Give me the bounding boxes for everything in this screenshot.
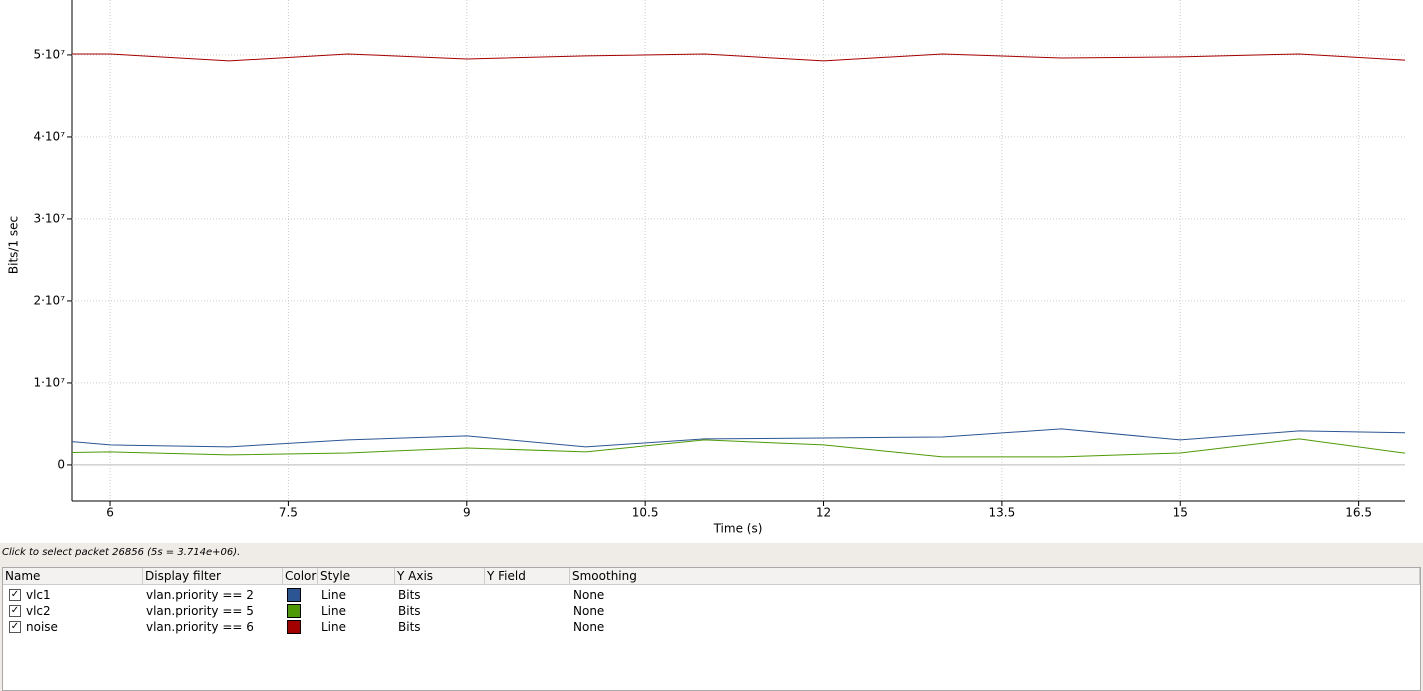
series-line (72, 438, 1405, 458)
display-filter[interactable]: vlan.priority == 6 (146, 620, 254, 634)
x-tick-label: 15 (1173, 506, 1188, 520)
style[interactable]: Line (321, 620, 347, 634)
y-axis-label: Bits/1 sec (7, 216, 21, 274)
display-filter[interactable]: vlan.priority == 5 (146, 604, 254, 618)
series-line (72, 53, 1405, 62)
graph-table: Name Display filter Color Style Y Axis Y Fiel… (2, 567, 1421, 691)
y-tick-label: 3·10⁷ (33, 211, 65, 225)
display-filter[interactable]: vlan.priority == 2 (146, 588, 254, 602)
column-header[interactable]: Y Axis (395, 568, 485, 585)
x-tick-label: 13.5 (989, 506, 1016, 520)
y-tick-label: 5·10⁷ (33, 47, 65, 61)
chart: Bits/1 sec Time (s) 0 1·10⁷ 2·10⁷ 3·10⁷ 4·10… (0, 0, 1423, 543)
column-header[interactable]: Style (318, 568, 395, 585)
smoothing[interactable]: None (573, 620, 605, 634)
x-tick-label: 7.5 (279, 506, 298, 520)
color-swatch[interactable] (287, 620, 301, 634)
checkbox[interactable]: ✓ (9, 589, 21, 601)
column-header[interactable]: Color (283, 568, 318, 585)
y-tick-label: 4·10⁷ (33, 129, 65, 143)
column-header[interactable]: Y Field (485, 568, 570, 585)
y-tick-label: 0 (57, 457, 65, 471)
series-name[interactable]: vlc2 (26, 604, 51, 618)
y-tick-label: 2·10⁷ (33, 293, 65, 307)
x-axis-label: Time (s) (713, 522, 763, 536)
series-line (72, 428, 1405, 448)
status-text: Click to select packet 26856 (5s = 3.714… (2, 547, 241, 558)
x-tick-label: 16.5 (1345, 506, 1372, 520)
x-tick-label: 6 (106, 506, 114, 520)
checkbox[interactable]: ✓ (9, 605, 21, 617)
series-name[interactable]: noise (26, 620, 58, 634)
smoothing[interactable]: None (573, 604, 605, 618)
x-tick-label: 9 (463, 506, 471, 520)
y-tick-label: 1·10⁷ (33, 375, 65, 389)
column-header[interactable]: Display filter (143, 568, 283, 585)
y-axis[interactable]: Bits (398, 604, 421, 618)
style[interactable]: Line (321, 588, 347, 602)
color-swatch[interactable] (287, 604, 301, 618)
plot-area (72, 53, 1405, 458)
y-axis[interactable]: Bits (398, 588, 421, 602)
series-name[interactable]: vlc1 (26, 588, 51, 602)
column-header[interactable]: Smoothing (570, 568, 1420, 585)
column-header[interactable]: Name (3, 568, 143, 585)
smoothing[interactable]: None (573, 588, 605, 602)
checkbox[interactable]: ✓ (9, 621, 21, 633)
style[interactable]: Line (321, 604, 347, 618)
y-axis[interactable]: Bits (398, 620, 421, 634)
x-tick-label: 12 (816, 506, 831, 520)
color-swatch[interactable] (287, 588, 301, 602)
x-tick-label: 10.5 (632, 506, 659, 520)
